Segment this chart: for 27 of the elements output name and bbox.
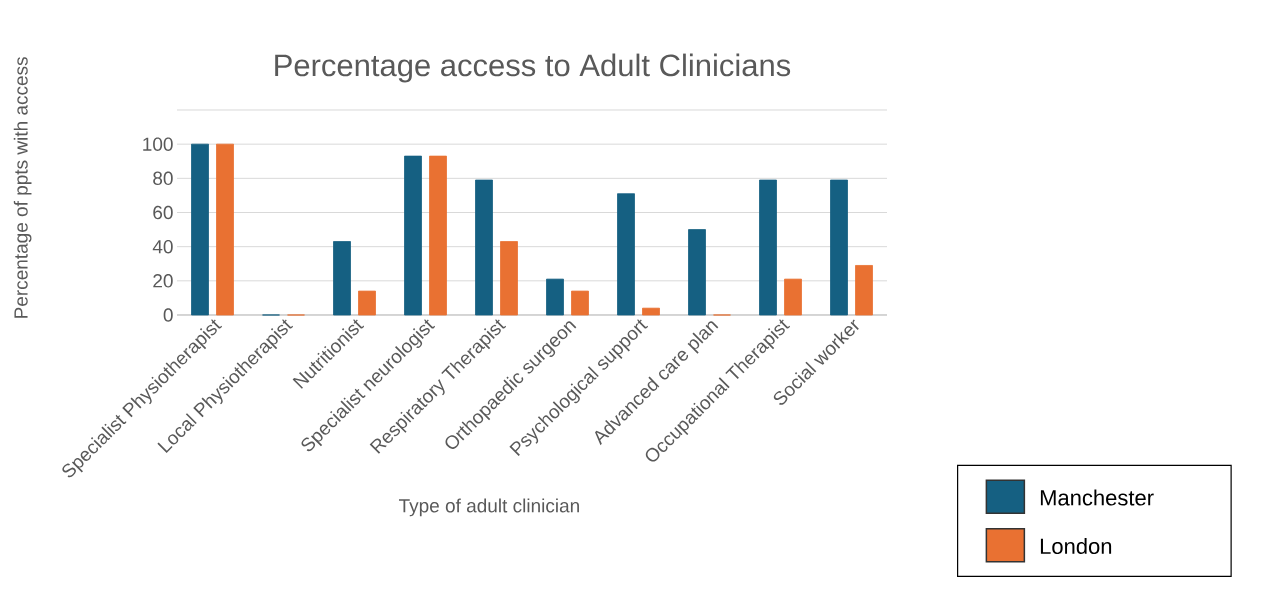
x-axis-title: Type of adult clinician [399,498,579,517]
bar [358,290,376,316]
bar [216,143,234,316]
y-tick-label: 60 [153,205,173,220]
bar [571,290,589,316]
legend-label: London [1040,537,1112,555]
bar [688,229,706,316]
bar [642,307,660,316]
y-tick-label: 80 [153,171,173,186]
bar [404,155,422,316]
bar [333,241,351,316]
bar [500,241,518,316]
bar [475,179,493,316]
bar [617,193,635,316]
legend-label: Manchester [1040,489,1154,506]
bar [784,278,802,316]
bar [830,179,848,316]
y-tick-label: 20 [153,274,173,288]
y-tick-label: 100 [143,137,173,151]
bar [429,155,447,316]
bar [855,265,873,316]
bar [191,143,209,316]
y-tick-label: 40 [152,239,173,254]
y-axis-title: Percentage of ppts with access [13,57,32,318]
bar [546,278,564,316]
bar [759,179,777,316]
chart-title: Percentage access to Adult Clinicians [275,53,791,83]
